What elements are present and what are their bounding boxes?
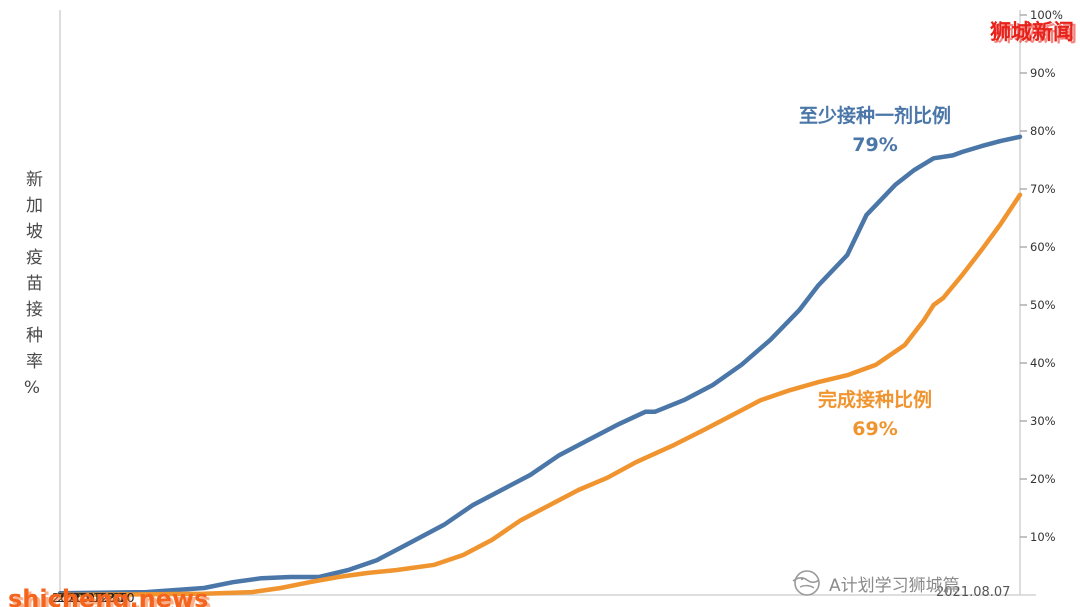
plan-a-text: A计划学习狮城篇 — [829, 575, 960, 596]
series-label-fully-vaccinated: 完成接种比例 69% — [775, 386, 975, 445]
x-axis-end-label: 2021.08.07 — [936, 585, 1011, 600]
series-value-fully-vaccinated: 69% — [852, 418, 898, 441]
y-tick-label: 80% — [1030, 124, 1056, 138]
series-label-first-dose: 至少接种一剂比例 79% — [760, 102, 990, 161]
y-tick-label: 20% — [1030, 472, 1056, 486]
series-name-fully-vaccinated: 完成接种比例 — [817, 389, 932, 411]
y-tick-label: 100% — [1030, 8, 1063, 22]
y-tick-label: 40% — [1030, 356, 1056, 370]
x-axis-start-label: 2020.12.30 2020.12.30 2020.12.30 — [52, 590, 135, 605]
site-watermark: shicheng.news — [8, 585, 209, 607]
y-tick-label: 90% — [1030, 66, 1056, 80]
y-tick-label: 50% — [1030, 298, 1056, 312]
y-axis-title: 新加坡疫苗接种率% — [22, 170, 42, 407]
series-line — [57, 192, 1023, 598]
series-name-first-dose: 至少接种一剂比例 — [798, 105, 951, 127]
series-line — [57, 134, 1023, 596]
y-tick-label: 60% — [1030, 240, 1056, 254]
plan-a-watermark: A计划学习狮城篇 — [790, 568, 960, 598]
series-value-first-dose: 79% — [852, 134, 898, 157]
plan-a-logo-icon — [792, 570, 820, 596]
y-tick-label: 30% — [1030, 414, 1056, 428]
y-tick-label: 70% — [1030, 182, 1056, 196]
y-tick-label: 10% — [1030, 530, 1056, 544]
brand-watermark: 狮城新闻 — [990, 20, 1074, 44]
